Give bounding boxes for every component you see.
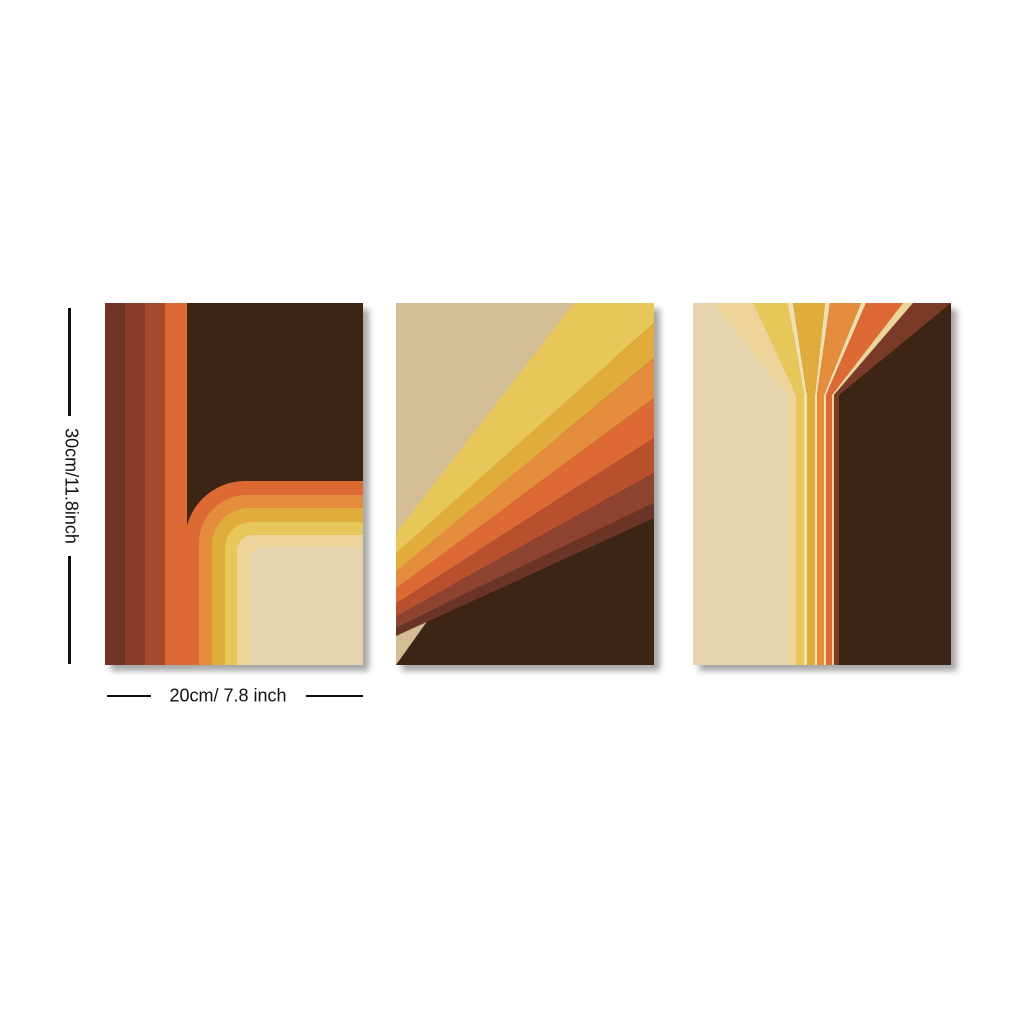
art-panel-arch <box>105 303 363 665</box>
width-dimension-label: 20cm/ 7.8 inch <box>169 685 287 706</box>
height-dimension-label: 30cm/11.8inch <box>61 428 82 544</box>
art-panel-fan <box>693 303 951 665</box>
width-dimension-line-right <box>306 695 363 697</box>
height-dimension-line-top <box>68 308 71 416</box>
diagonal-artwork <box>396 303 654 665</box>
art-panel-diagonal <box>396 303 654 665</box>
fan-artwork <box>693 303 951 665</box>
height-dimension-line-bottom <box>68 556 71 664</box>
width-dimension-line-left <box>107 695 151 697</box>
arch-artwork <box>105 303 363 665</box>
